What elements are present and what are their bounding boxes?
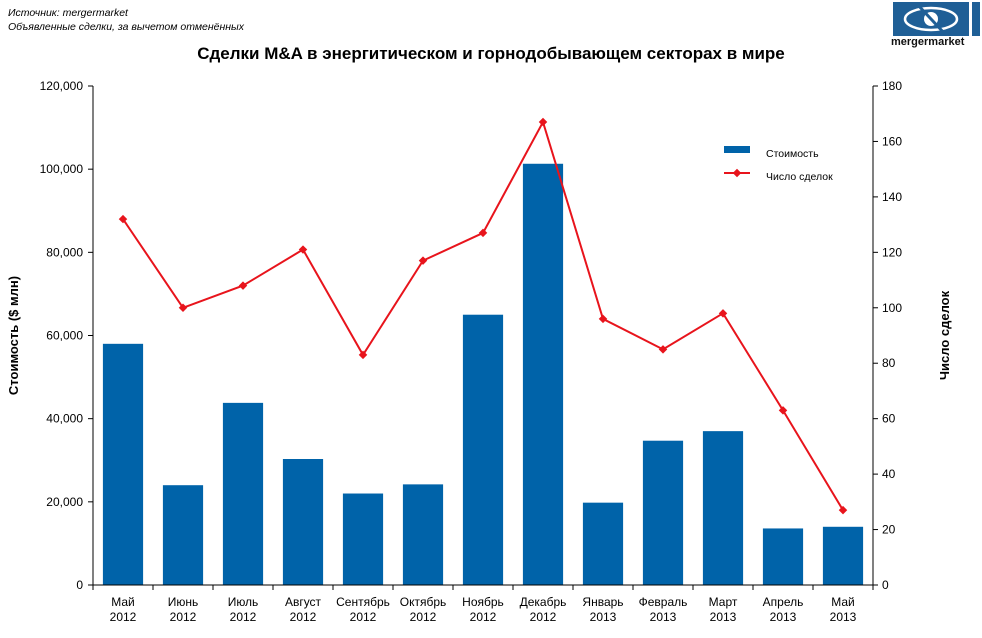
eye-logo-icon	[893, 2, 980, 36]
y2-tick-label: 0	[882, 578, 889, 592]
x-tick-label: Январь 2013	[582, 595, 623, 624]
deals-count-point	[538, 117, 548, 127]
y2-tick-label: 100	[882, 301, 902, 315]
logo-text: mergermarket	[891, 36, 965, 48]
x-tick-label: Август 2012	[285, 595, 322, 624]
x-tick-label: Октябрь 2012	[400, 595, 447, 624]
deals-count-point	[418, 256, 428, 265]
bar	[342, 493, 384, 585]
x-tick-label: Май 2012	[110, 595, 137, 624]
y-tick-label: 0	[76, 578, 83, 592]
source-line: Источник: mergermarket	[8, 7, 128, 19]
y2-tick-label: 20	[882, 523, 896, 537]
mergermarket-logo	[893, 2, 980, 50]
legend-label-deals: Число сделок	[766, 171, 833, 183]
y-tick-label: 20,000	[46, 495, 83, 509]
bar	[582, 502, 624, 585]
legend-marker-deals	[732, 168, 742, 178]
bar	[702, 431, 744, 585]
bar	[162, 485, 204, 585]
x-tick-label: Май 2013	[830, 595, 857, 624]
y-tick-label: 100,000	[40, 162, 84, 176]
y2-tick-label: 140	[882, 190, 902, 204]
bar	[282, 459, 324, 585]
bar	[522, 163, 564, 585]
note-line: Объявленные сделки, за вычетом отменённы…	[8, 21, 245, 33]
y-axis-title: Стоимость ($ млн)	[6, 276, 21, 395]
deals-count-point	[658, 345, 668, 354]
deals-count-point	[778, 406, 788, 415]
legend-label-value: Стоимость	[766, 148, 819, 160]
x-tick-label: Июнь 2012	[168, 595, 199, 624]
x-tick-label: Февраль 2013	[639, 595, 688, 624]
deals-count-point	[718, 309, 728, 318]
x-tick-label: Июль 2012	[228, 595, 259, 624]
deals-count-point	[298, 245, 308, 254]
y-tick-label: 60,000	[46, 329, 83, 343]
x-tick-label: Ноябрь 2012	[462, 595, 504, 624]
y-tick-label: 40,000	[46, 412, 83, 426]
y2-axis-title: Число сделок	[937, 290, 952, 380]
y2-tick-label: 80	[882, 356, 896, 370]
x-tick-label: Март 2013	[709, 595, 738, 624]
y2-tick-label: 60	[882, 412, 896, 426]
chart-title: Сделки M&A в энергитическом и горнодобыв…	[197, 44, 785, 63]
deals-count-point	[358, 350, 368, 360]
bar	[402, 484, 444, 585]
source-note: Источник: mergermarket Объявленные сделк…	[8, 6, 244, 34]
y-tick-label: 120,000	[40, 79, 84, 93]
bar	[102, 343, 144, 585]
bar	[762, 528, 804, 585]
y2-tick-label: 160	[882, 134, 902, 148]
deals-count-point	[238, 281, 248, 290]
y2-tick-label: 120	[882, 245, 902, 259]
legend-swatch-value	[724, 146, 750, 153]
bar	[462, 314, 504, 585]
bar	[222, 402, 264, 585]
y-tick-label: 80,000	[46, 245, 83, 259]
deals-count-point	[178, 303, 188, 313]
bar	[822, 526, 864, 585]
y2-tick-label: 180	[882, 79, 902, 93]
deals-count-point	[478, 228, 488, 238]
x-tick-label: Апрель 2013	[763, 595, 804, 624]
deals-count-point	[598, 314, 608, 324]
bar	[642, 440, 684, 585]
y2-tick-label: 40	[882, 467, 896, 481]
deals-count-point	[118, 214, 128, 224]
x-tick-label: Декабрь 2012	[520, 595, 567, 624]
deals-count-point	[838, 505, 848, 515]
x-tick-label: Сентябрь 2012	[336, 595, 390, 624]
